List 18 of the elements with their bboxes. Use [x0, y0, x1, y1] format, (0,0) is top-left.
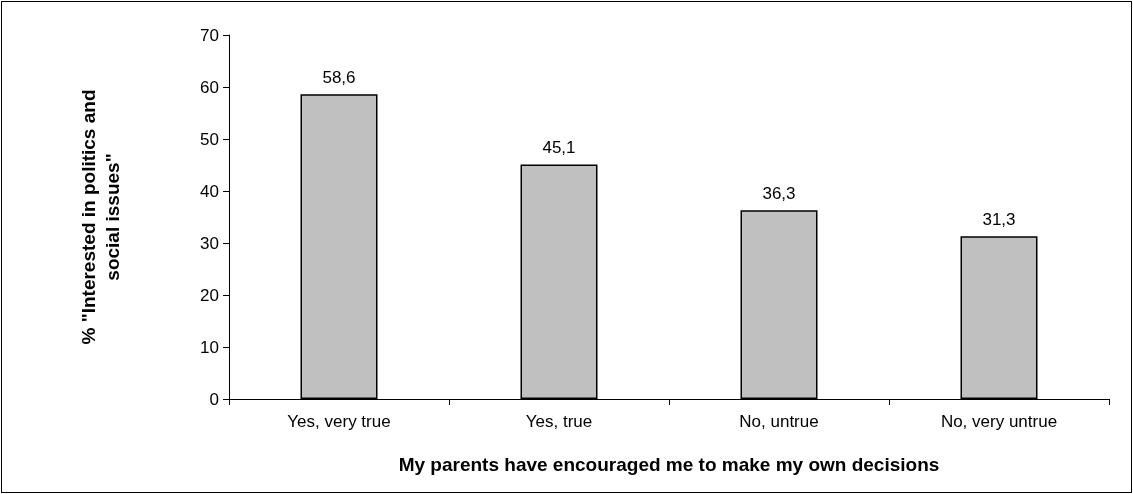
- x-tick-label: No, untrue: [739, 412, 819, 431]
- x-tick-label: Yes, very true: [287, 412, 391, 431]
- y-tick-label: 40: [200, 181, 219, 201]
- y-tick-label: 30: [200, 233, 219, 253]
- data-label: 36,3: [762, 184, 796, 204]
- y-tick-label: 20: [200, 285, 219, 305]
- y-axis-title: % "Interested in politics and social issues": [77, 89, 123, 345]
- y-tick-label: 50: [200, 129, 219, 149]
- y-tick-label: 60: [200, 77, 219, 97]
- data-label: 58,6: [322, 68, 356, 88]
- y-tick-label: 10: [200, 337, 219, 357]
- y-tick-label: 0: [209, 389, 219, 409]
- data-label: 45,1: [542, 138, 576, 158]
- x-tick-label: No, very untrue: [940, 412, 1058, 431]
- x-tick-label: Yes, true: [525, 412, 593, 431]
- y-tick-label: 70: [200, 25, 219, 45]
- data-label: 31,3: [982, 210, 1016, 230]
- x-axis-title: My parents have encouraged me to make my own decisions: [398, 454, 940, 475]
